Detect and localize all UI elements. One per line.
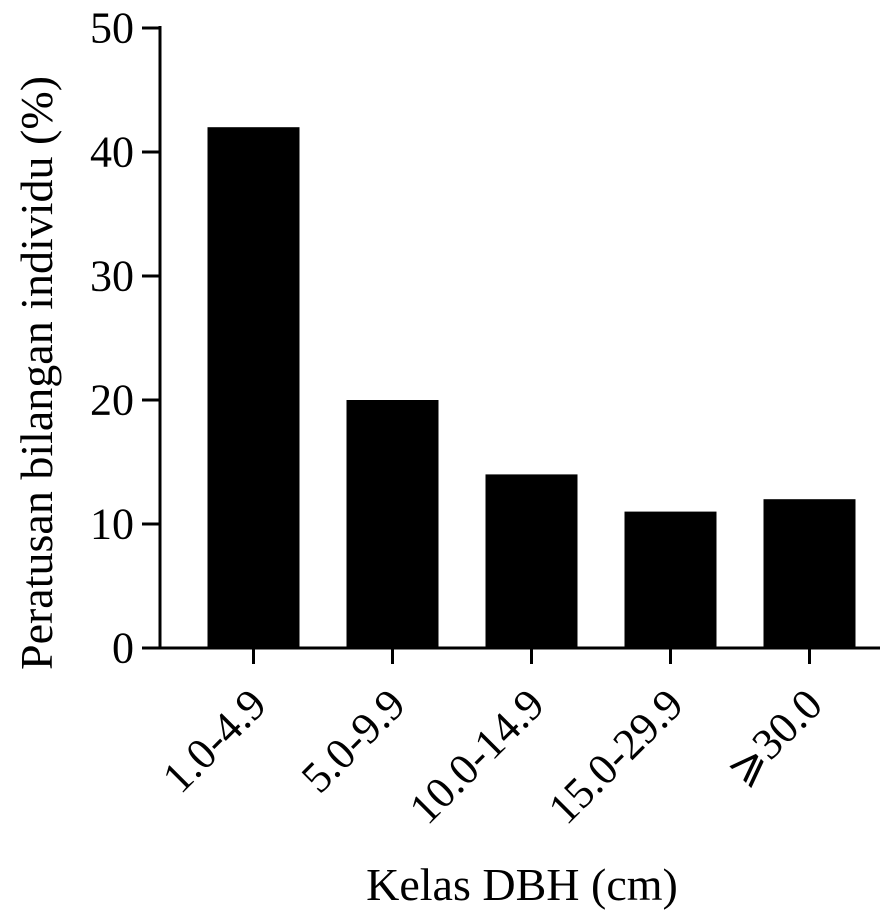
y-tick-label-3: 30 (90, 252, 134, 301)
bar-0 (207, 127, 300, 648)
y-axis-title: Peratusan bilangan individu (%) (11, 76, 62, 670)
y-tick-label-2: 20 (90, 376, 134, 425)
x-tick-label-3: 15.0-29.9 (539, 680, 693, 834)
bar-2 (485, 474, 578, 648)
x-tick-label-4: ⩾30.0 (717, 680, 832, 795)
bar-1 (346, 400, 439, 648)
x-tick-label-0: 1.0-4.9 (153, 680, 276, 803)
x-axis-title: Kelas DBH (cm) (366, 859, 678, 910)
y-tick-label-4: 40 (90, 128, 134, 177)
y-tick-label-5: 50 (90, 4, 134, 53)
bars-layer (207, 127, 856, 648)
labels-layer: 1.0-4.9 5.0-9.910.0-14.915.0-29.9 ⩾30.0 0 10… (90, 4, 832, 834)
axes-layer (142, 26, 880, 664)
y-tick-label-1: 10 (90, 500, 134, 549)
x-tick-label-2: 10.0-14.9 (400, 680, 554, 834)
bar-4 (763, 499, 856, 648)
y-tick-label-0: 0 (112, 624, 134, 673)
x-tick-label-1: 5.0-9.9 (292, 680, 415, 803)
bar-3 (624, 511, 717, 648)
